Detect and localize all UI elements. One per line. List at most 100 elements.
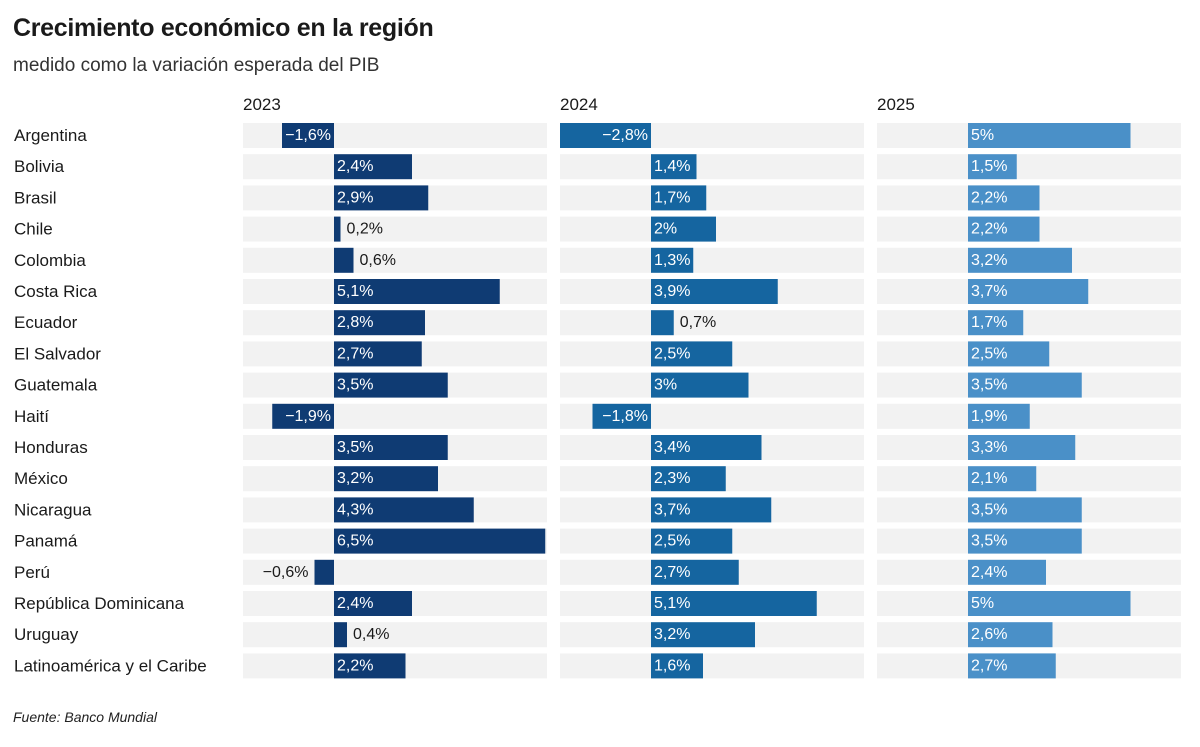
category-label: México xyxy=(14,469,68,488)
bar xyxy=(592,403,651,429)
year-header: 2025 xyxy=(877,95,915,114)
bar xyxy=(968,591,1131,616)
year-header: 2024 xyxy=(560,95,598,114)
bar xyxy=(334,435,448,460)
bar xyxy=(334,622,347,648)
bar xyxy=(560,123,651,148)
data-label: 3,5% xyxy=(971,377,1007,394)
bar xyxy=(968,279,1089,304)
bar xyxy=(968,341,1050,367)
category-label: Latinoamérica y el Caribe xyxy=(14,656,207,675)
category-label: Nicaragua xyxy=(14,500,92,519)
data-label: 1,3% xyxy=(654,252,690,269)
data-label: 3,5% xyxy=(971,501,1007,518)
bar xyxy=(314,559,334,585)
bar xyxy=(334,653,406,679)
data-label: 2,5% xyxy=(654,345,690,362)
bar xyxy=(651,653,703,679)
bar xyxy=(334,154,412,180)
data-label: 2,2% xyxy=(971,221,1007,238)
data-label: 2% xyxy=(654,221,677,238)
data-label: 1,5% xyxy=(971,158,1007,175)
bar xyxy=(334,247,354,273)
data-label: 5% xyxy=(971,127,994,144)
category-label: República Dominicana xyxy=(14,594,185,613)
data-label: −1,6% xyxy=(285,127,331,144)
data-label: 0,6% xyxy=(360,252,396,269)
bar xyxy=(968,528,1082,554)
bar xyxy=(651,279,778,304)
data-label: −1,8% xyxy=(602,408,648,425)
bar-chart: Argentina Bolivia Brasil Chile Colombia Costa… xyxy=(14,95,1181,679)
bar xyxy=(651,310,674,336)
data-label: 1,7% xyxy=(971,314,1007,331)
data-label: 2,2% xyxy=(971,189,1007,206)
data-label: 1,6% xyxy=(654,657,690,674)
data-label: 3,5% xyxy=(971,533,1007,550)
data-label: 0,2% xyxy=(347,221,383,238)
category-label: Bolivia xyxy=(14,157,65,176)
bar-track xyxy=(243,216,547,242)
category-label: Guatemala xyxy=(14,376,98,395)
data-label: 1,7% xyxy=(654,189,690,206)
data-label: −2,8% xyxy=(602,127,648,144)
bar xyxy=(968,435,1076,460)
bar xyxy=(968,185,1040,211)
data-label: 2,3% xyxy=(654,470,690,487)
bar-track xyxy=(560,185,864,211)
bar xyxy=(651,622,755,648)
data-label: 3,4% xyxy=(654,439,690,456)
bar-track xyxy=(560,154,864,180)
bar xyxy=(651,528,733,554)
bar xyxy=(968,123,1131,148)
bar xyxy=(968,622,1053,648)
data-label: 2,1% xyxy=(971,470,1007,487)
category-label: Costa Rica xyxy=(14,282,98,301)
bar xyxy=(968,466,1037,492)
bar xyxy=(282,123,334,148)
category-label: Honduras xyxy=(14,438,88,457)
year-header: 2023 xyxy=(243,95,281,114)
source-note: Fuente: Banco Mundial xyxy=(13,709,157,725)
data-label: 5,1% xyxy=(337,283,373,300)
bar xyxy=(968,497,1082,523)
category-label: Uruguay xyxy=(14,625,79,644)
bar xyxy=(334,216,341,242)
data-label: 3,9% xyxy=(654,283,690,300)
data-label: 3% xyxy=(654,377,677,394)
data-label: 3,3% xyxy=(971,439,1007,456)
bar xyxy=(651,341,733,367)
bar xyxy=(968,653,1056,679)
bar xyxy=(334,372,448,398)
data-label: 2,9% xyxy=(337,189,373,206)
bar-track xyxy=(560,310,864,336)
category-label: Panamá xyxy=(14,532,78,551)
data-label: 3,7% xyxy=(654,501,690,518)
bar xyxy=(651,372,749,398)
data-label: 2,5% xyxy=(971,345,1007,362)
data-label: 1,4% xyxy=(654,158,690,175)
chart-title: Crecimiento económico en la región xyxy=(13,14,434,42)
bar xyxy=(651,466,726,492)
category-label: Haití xyxy=(14,407,49,426)
category-label: Ecuador xyxy=(14,313,78,332)
category-label: El Salvador xyxy=(14,344,101,363)
bar-track xyxy=(877,154,1181,180)
bar xyxy=(651,216,716,242)
bar xyxy=(651,154,697,180)
data-label: −0,6% xyxy=(263,564,309,581)
category-label: Argentina xyxy=(14,126,87,145)
data-label: 0,7% xyxy=(680,314,716,331)
category-label: Colombia xyxy=(14,251,86,270)
data-label: 5,1% xyxy=(654,595,690,612)
data-label: 2,5% xyxy=(654,533,690,550)
data-label: 3,5% xyxy=(337,377,373,394)
bar xyxy=(651,185,707,211)
data-label: 3,5% xyxy=(337,439,373,456)
bar xyxy=(968,310,1024,336)
data-label: 2,4% xyxy=(971,564,1007,581)
bar-track xyxy=(243,622,547,648)
bar-track xyxy=(560,653,864,679)
data-label: 5% xyxy=(971,595,994,612)
data-label: 3,2% xyxy=(971,252,1007,269)
